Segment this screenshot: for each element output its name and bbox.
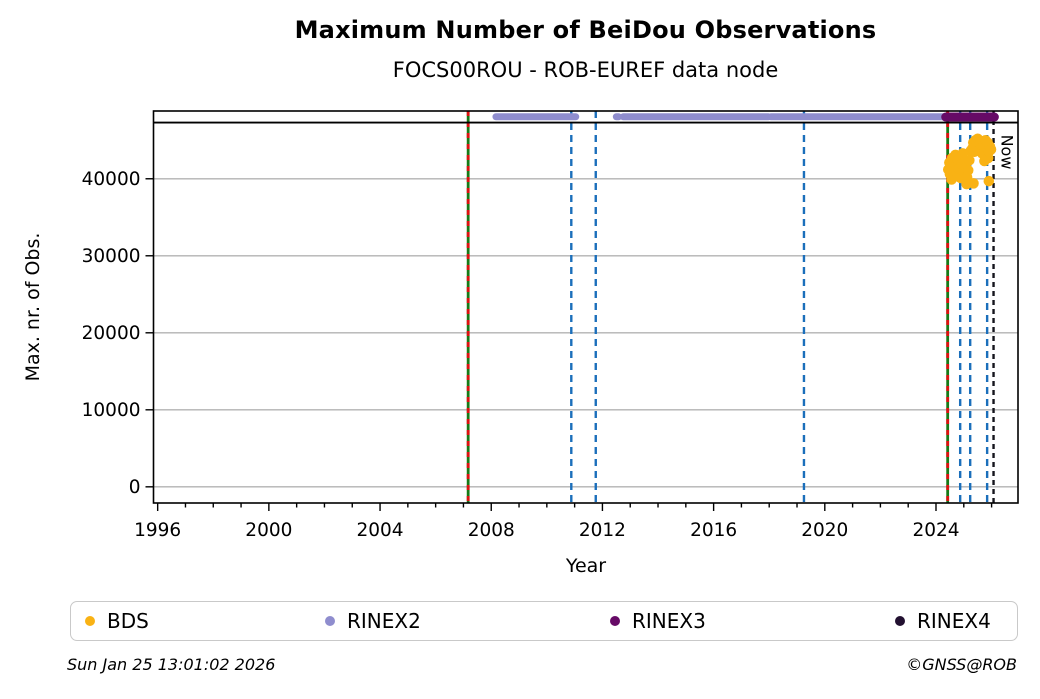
x-axis-label: Year bbox=[565, 555, 607, 577]
plot-frame bbox=[152, 110, 1019, 504]
x-tick-label: 2000 bbox=[245, 520, 292, 541]
chart-title: Maximum Number of BeiDou Observations bbox=[294, 16, 877, 44]
generated-timestamp: Sun Jan 25 13:01:02 2026 bbox=[67, 655, 276, 674]
copyright-notice: ©GNSS@ROB bbox=[906, 655, 1017, 674]
x-tick-label: 2004 bbox=[357, 520, 404, 541]
legend-item-rinex3: RINEX3 bbox=[610, 602, 706, 640]
legend-label: BDS bbox=[107, 609, 149, 633]
x-tick-label: 1996 bbox=[134, 520, 181, 541]
y-tick-label: 10000 bbox=[82, 400, 141, 421]
legend-item-rinex4: RINEX4 bbox=[895, 602, 991, 640]
chart-subtitle: FOCS00ROU - ROB-EUREF data node bbox=[392, 58, 779, 82]
x-tick-label: 2012 bbox=[579, 520, 626, 541]
y-tick-label: 30000 bbox=[82, 246, 141, 267]
series-bds-point bbox=[962, 165, 974, 176]
y-tick-label: 40000 bbox=[82, 169, 141, 190]
series-bds-point bbox=[983, 175, 995, 187]
x-tick-label: 2008 bbox=[468, 520, 515, 541]
bds-marker-icon bbox=[85, 616, 95, 626]
series-bds-point bbox=[964, 155, 975, 166]
legend-item-bds: BDS bbox=[85, 602, 149, 640]
legend-label: RINEX3 bbox=[632, 609, 706, 633]
x-tick-label: 2024 bbox=[912, 520, 959, 541]
rinex4-marker-icon bbox=[895, 616, 905, 626]
x-tick-label: 2020 bbox=[801, 520, 848, 541]
legend-box: BDS RINEX2 RINEX3 RINEX4 bbox=[70, 601, 1018, 641]
series-bds-point bbox=[968, 178, 979, 189]
rinex3-marker-icon bbox=[610, 616, 620, 626]
legend-label: RINEX2 bbox=[347, 609, 421, 633]
rinex2-marker-icon bbox=[325, 616, 335, 626]
y-tick-label: 20000 bbox=[82, 323, 141, 344]
legend-item-rinex2: RINEX2 bbox=[325, 602, 421, 640]
x-tick-label: 2016 bbox=[690, 520, 737, 541]
legend-label: RINEX4 bbox=[917, 609, 991, 633]
y-tick-label: 0 bbox=[129, 477, 141, 498]
series-bds-point bbox=[985, 144, 997, 155]
